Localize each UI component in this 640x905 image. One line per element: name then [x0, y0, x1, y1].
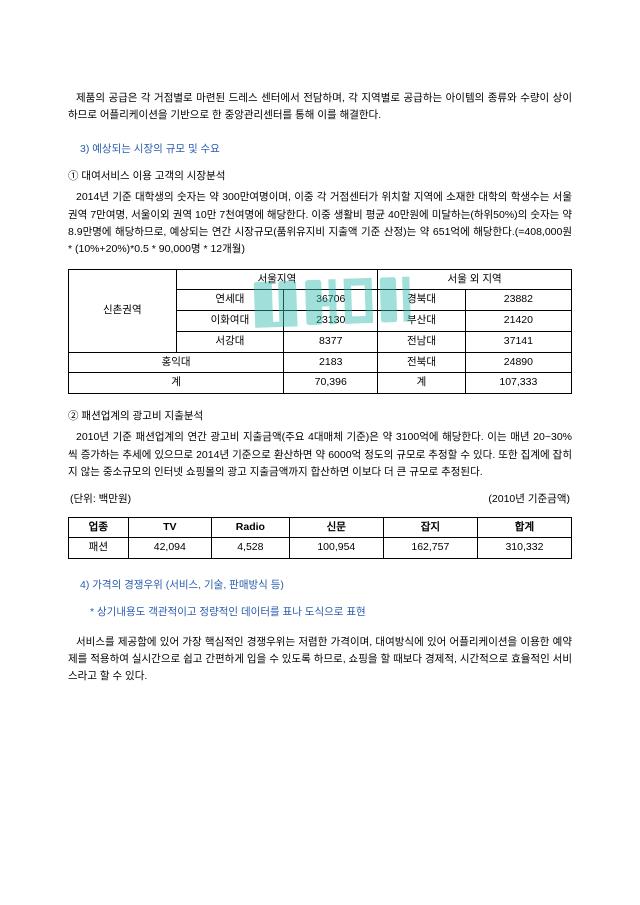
subsection-1-paragraph: 2014년 기준 대학생의 숫자는 약 300만여명이며, 이중 각 거점센터가… [68, 189, 572, 258]
table2-header: 합계 [477, 517, 571, 538]
section-4-paragraph: 서비스를 제공함에 있어 가장 핵심적인 경쟁우위는 저렴한 가격이며, 대여방… [68, 634, 572, 686]
table-cell: 홍익대 [69, 352, 284, 373]
table2-unit-row: (단위: 백만원) (2010년 기준금액) [70, 491, 570, 508]
table2-cell: 패션 [69, 538, 129, 559]
table-cell: 이화여대 [176, 311, 284, 332]
table-cell: 서강대 [176, 331, 284, 352]
table-cell: 23130 [284, 311, 378, 332]
table-cell: 36706 [284, 290, 378, 311]
table1-header-left: 서울지역 [176, 269, 378, 290]
table-cell: 24890 [465, 352, 571, 373]
table-cell: 37141 [465, 331, 571, 352]
unit-left: (단위: 백만원) [70, 491, 131, 508]
subsection-2-heading: ② 패션업계의 광고비 지출분석 [68, 408, 572, 425]
section-4-note: * 상기내용도 객관적이고 정량적인 데이터를 표나 도식으로 표현 [90, 604, 572, 621]
table-cell: 전남대 [378, 331, 465, 352]
university-table: 신촌권역 서울지역 서울 외 지역 연세대 36706 경북대 23882 이화… [68, 269, 572, 395]
table2-header: 신문 [289, 517, 383, 538]
section-heading-3: 3) 예상되는 시장의 규모 및 수요 [80, 141, 572, 158]
table1-total-right-value: 107,333 [465, 373, 571, 394]
subsection-2-paragraph: 2010년 기준 패션업계의 연간 광고비 지출금액(주요 4대매체 기준)은 … [68, 429, 572, 481]
table-cell: 23882 [465, 290, 571, 311]
table1-total-left-value: 70,396 [284, 373, 378, 394]
table-cell: 경북대 [378, 290, 465, 311]
table1-header-right: 서울 외 지역 [378, 269, 572, 290]
table2-cell: 42,094 [128, 538, 211, 559]
subsection-1-heading: ① 대여서비스 이용 고객의 시장분석 [68, 168, 572, 185]
table-cell: 8377 [284, 331, 378, 352]
table1-total-right-label: 계 [378, 373, 465, 394]
table2-cell: 100,954 [289, 538, 383, 559]
section-heading-4: 4) 가격의 경쟁우위 (서비스, 기술, 판매방식 등) [80, 577, 572, 594]
document-page: 제품의 공급은 각 거점별로 마련된 드레스 센터에서 전담하며, 각 지역별로… [0, 0, 640, 736]
unit-right: (2010년 기준금액) [488, 491, 570, 508]
ad-spend-table: 업종 TV Radio 신문 잡지 합계 패션 42,094 4,528 100… [68, 517, 572, 560]
table2-cell: 162,757 [383, 538, 477, 559]
table-cell: 2183 [284, 352, 378, 373]
table2-header: Radio [211, 517, 289, 538]
table1-total-left-label: 계 [69, 373, 284, 394]
table1-rowgroup-label: 신촌권역 [69, 269, 177, 352]
table2-header: TV [128, 517, 211, 538]
table-cell: 부산대 [378, 311, 465, 332]
table-cell: 21420 [465, 311, 571, 332]
table2-cell: 4,528 [211, 538, 289, 559]
table-cell: 전북대 [378, 352, 465, 373]
table2-cell: 310,332 [477, 538, 571, 559]
intro-paragraph: 제품의 공급은 각 거점별로 마련된 드레스 센터에서 전담하며, 각 지역별로… [68, 90, 572, 125]
table-cell: 연세대 [176, 290, 284, 311]
table2-header: 업종 [69, 517, 129, 538]
table2-header: 잡지 [383, 517, 477, 538]
